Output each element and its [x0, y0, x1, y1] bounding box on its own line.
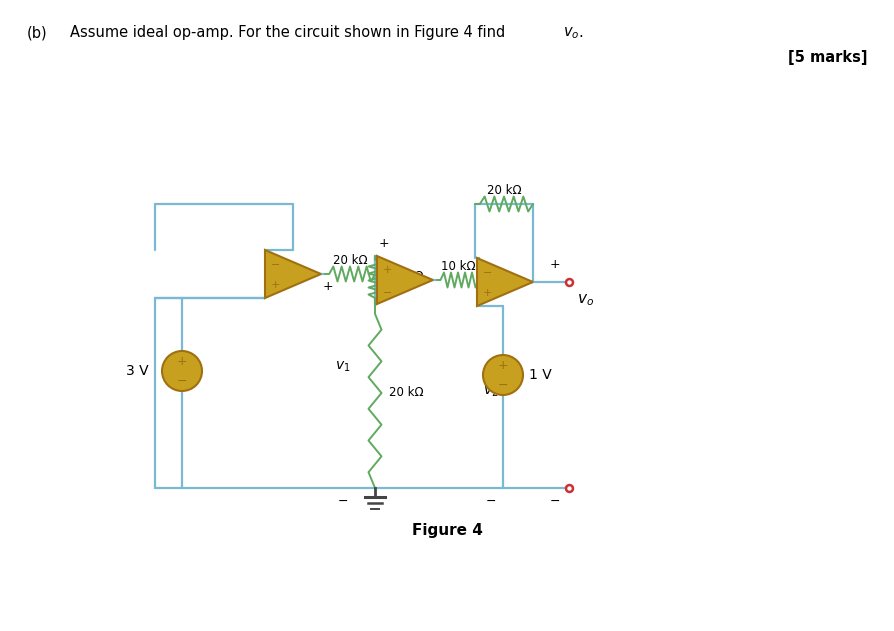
- Text: 3 V: 3 V: [126, 364, 148, 378]
- Polygon shape: [376, 256, 433, 304]
- Text: +: +: [549, 259, 560, 271]
- Text: $v_o$: $v_o$: [577, 292, 594, 308]
- Text: $+$: $+$: [382, 264, 392, 274]
- Text: +: +: [323, 281, 333, 293]
- Text: Assume ideal op-amp. For the circuit shown in Figure 4 find: Assume ideal op-amp. For the circuit sho…: [70, 25, 510, 40]
- Text: $v_1$: $v_1$: [335, 360, 350, 374]
- Text: $v_2$: $v_2$: [483, 385, 498, 399]
- Text: $-$: $-$: [481, 266, 492, 276]
- Text: +: +: [378, 237, 389, 251]
- Text: +: +: [482, 261, 493, 274]
- Text: 20 kΩ: 20 kΩ: [333, 254, 367, 268]
- Text: $-$: $-$: [176, 374, 188, 387]
- Text: $+$: $+$: [269, 280, 280, 290]
- Polygon shape: [265, 250, 321, 298]
- Text: .: .: [578, 25, 582, 40]
- Circle shape: [162, 351, 202, 391]
- Text: $-$: $-$: [549, 493, 560, 507]
- Text: 1 V: 1 V: [528, 368, 551, 382]
- Circle shape: [483, 355, 522, 395]
- Text: $-$: $-$: [382, 286, 392, 296]
- Text: $+$: $+$: [176, 355, 188, 369]
- Text: [5 marks]: [5 marks]: [788, 50, 867, 66]
- Text: 10 kΩ: 10 kΩ: [389, 271, 423, 283]
- Text: 10 kΩ: 10 kΩ: [440, 261, 475, 273]
- Text: $-$: $-$: [497, 377, 508, 391]
- Text: Figure 4: Figure 4: [411, 524, 482, 538]
- Text: $-$: $-$: [337, 493, 348, 507]
- Polygon shape: [477, 258, 533, 306]
- Text: (b): (b): [27, 25, 47, 40]
- Text: 20 kΩ: 20 kΩ: [486, 184, 520, 198]
- Text: $-$: $-$: [485, 493, 496, 507]
- Text: $-$: $-$: [269, 258, 280, 268]
- Text: $+$: $+$: [481, 287, 492, 298]
- Text: $+$: $+$: [497, 360, 508, 372]
- Text: $v_o$: $v_o$: [562, 25, 578, 41]
- Text: 20 kΩ: 20 kΩ: [389, 387, 423, 399]
